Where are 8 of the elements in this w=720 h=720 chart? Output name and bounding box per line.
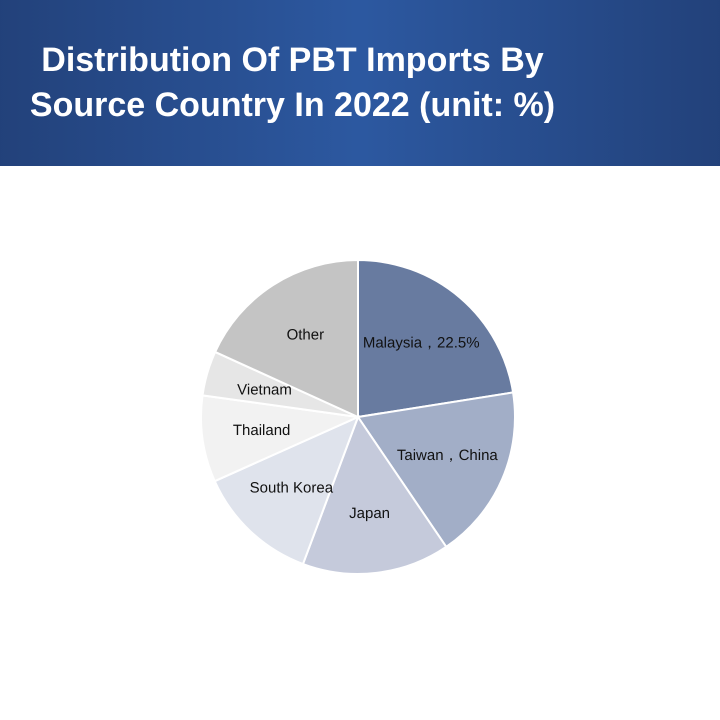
- slice-label: Vietnam: [237, 381, 292, 398]
- slice-label: Japan: [349, 505, 390, 522]
- slice-label: Other: [286, 326, 324, 344]
- slice-label: Taiwan，China: [396, 447, 498, 464]
- chart-title: Distribution Of PBT Imports By Source Country In 2022 (unit: %): [28, 40, 556, 126]
- slice-label: Thailand: [232, 422, 290, 440]
- slice-label: Malaysia，22.5%: [362, 334, 480, 352]
- slice-label: South Korea: [250, 479, 334, 496]
